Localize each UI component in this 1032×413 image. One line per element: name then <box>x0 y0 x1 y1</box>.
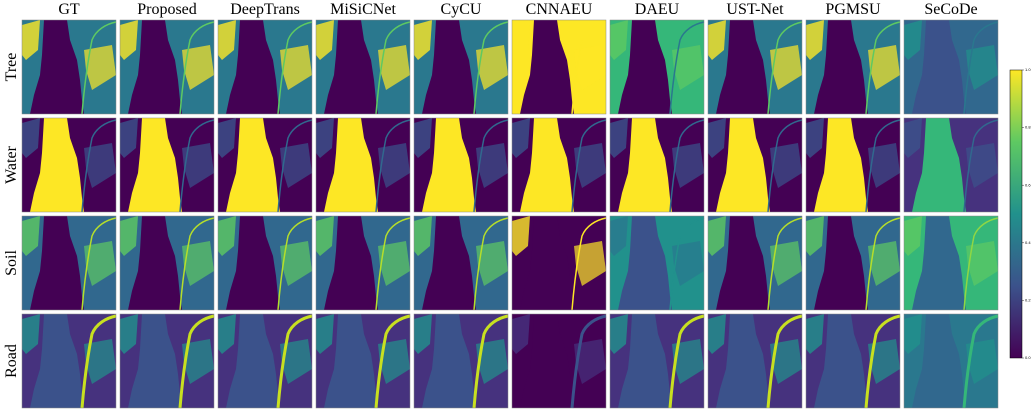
colorbar-tick-label: 0.6 <box>1025 182 1031 187</box>
abundance-map <box>316 20 410 114</box>
abundance-map <box>316 216 410 310</box>
abundance-map <box>708 314 802 408</box>
abundance-map <box>708 20 802 114</box>
abundance-map <box>610 314 704 408</box>
column-header: UST-Net <box>726 1 784 18</box>
abundance-map <box>218 20 312 114</box>
abundance-map <box>512 20 606 114</box>
abundance-map <box>904 20 998 114</box>
abundance-map <box>610 216 704 310</box>
abundance-map <box>120 118 214 212</box>
abundance-map <box>22 118 116 212</box>
abundance-map <box>316 314 410 408</box>
abundance-map <box>120 20 214 114</box>
row-label: Road <box>3 344 20 378</box>
colorbar <box>1010 70 1022 358</box>
abundance-map <box>806 118 900 212</box>
figure: GT Proposed DeepTrans MiSiCNet CyCU CNNAEU DAE… <box>0 0 1032 413</box>
column-header: CNNAEU <box>526 1 593 18</box>
abundance-map <box>708 118 802 212</box>
column-header: DAEU <box>635 1 680 18</box>
colorbar-tick-label: 0.4 <box>1025 240 1031 245</box>
abundance-map <box>904 216 998 310</box>
abundance-map <box>904 314 998 408</box>
abundance-map <box>610 20 704 114</box>
abundance-map <box>120 314 214 408</box>
abundance-map <box>120 216 214 310</box>
column-header: CyCU <box>441 1 482 18</box>
row-label: Soil <box>3 250 20 276</box>
abundance-map <box>414 216 508 310</box>
abundance-map <box>806 20 900 114</box>
abundance-map <box>414 20 508 114</box>
abundance-map <box>708 216 802 310</box>
abundance-map <box>806 216 900 310</box>
colorbar-tick-label: 0.8 <box>1025 125 1031 130</box>
colorbar-tick-label: 0.2 <box>1025 297 1031 302</box>
row-label: Water <box>3 145 20 183</box>
abundance-map <box>806 314 900 408</box>
abundance-map <box>218 216 312 310</box>
column-header: GT <box>58 1 80 18</box>
abundance-map <box>512 216 606 310</box>
abundance-map <box>316 118 410 212</box>
column-header: PGMSU <box>825 1 881 18</box>
abundance-map <box>610 118 704 212</box>
abundance-map <box>218 314 312 408</box>
abundance-map <box>414 314 508 408</box>
abundance-map <box>218 118 312 212</box>
abundance-map <box>904 118 998 212</box>
column-header: DeepTrans <box>230 1 300 18</box>
abundance-map <box>512 314 606 408</box>
column-header: Proposed <box>137 1 197 18</box>
colorbar-tick-label: 1.0 <box>1025 67 1031 72</box>
colorbar-tick-label: 0.0 <box>1025 355 1031 360</box>
column-header: SeCoDe <box>924 1 977 18</box>
row-label: Tree <box>3 53 20 82</box>
abundance-map <box>22 216 116 310</box>
abundance-map <box>22 314 116 408</box>
abundance-map <box>512 118 606 212</box>
column-header: MiSiCNet <box>330 1 396 18</box>
abundance-map <box>414 118 508 212</box>
abundance-map <box>22 20 116 114</box>
